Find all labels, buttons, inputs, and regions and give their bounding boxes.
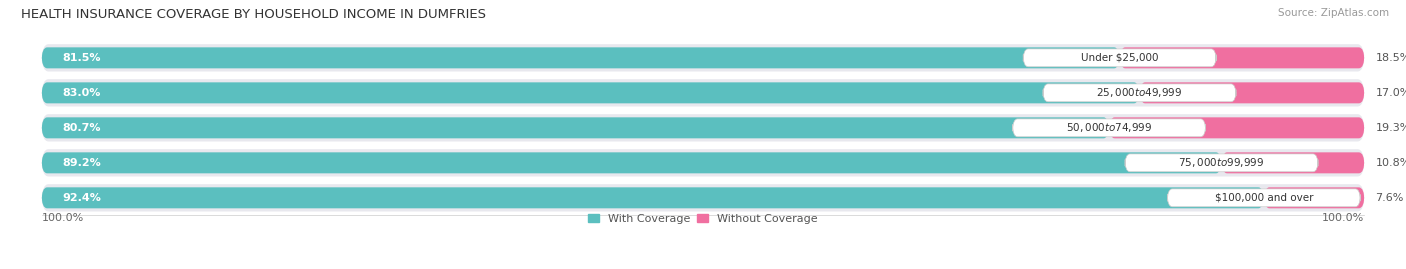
Text: 80.7%: 80.7%	[62, 123, 101, 133]
Text: 81.5%: 81.5%	[62, 53, 101, 63]
FancyBboxPatch shape	[42, 117, 1109, 138]
Text: 83.0%: 83.0%	[62, 88, 101, 98]
FancyBboxPatch shape	[42, 114, 1364, 141]
Text: $75,000 to $99,999: $75,000 to $99,999	[1178, 156, 1264, 169]
FancyBboxPatch shape	[42, 82, 1139, 103]
FancyBboxPatch shape	[1264, 187, 1364, 208]
FancyBboxPatch shape	[1125, 154, 1317, 172]
Text: 92.4%: 92.4%	[62, 193, 101, 203]
FancyBboxPatch shape	[1139, 82, 1364, 103]
Text: 17.0%: 17.0%	[1375, 88, 1406, 98]
FancyBboxPatch shape	[1024, 49, 1216, 67]
Text: Source: ZipAtlas.com: Source: ZipAtlas.com	[1278, 8, 1389, 18]
Text: $50,000 to $74,999: $50,000 to $74,999	[1066, 121, 1153, 134]
FancyBboxPatch shape	[1167, 189, 1360, 207]
FancyBboxPatch shape	[1119, 47, 1364, 68]
FancyBboxPatch shape	[42, 149, 1364, 176]
FancyBboxPatch shape	[42, 44, 1364, 72]
Text: HEALTH INSURANCE COVERAGE BY HOUSEHOLD INCOME IN DUMFRIES: HEALTH INSURANCE COVERAGE BY HOUSEHOLD I…	[21, 8, 486, 21]
FancyBboxPatch shape	[42, 79, 1364, 107]
FancyBboxPatch shape	[42, 47, 1119, 68]
Text: Under $25,000: Under $25,000	[1081, 53, 1159, 63]
Text: 19.3%: 19.3%	[1375, 123, 1406, 133]
Text: 10.8%: 10.8%	[1375, 158, 1406, 168]
Text: 7.6%: 7.6%	[1375, 193, 1403, 203]
Text: 100.0%: 100.0%	[42, 213, 84, 223]
FancyBboxPatch shape	[1222, 152, 1364, 173]
Text: 100.0%: 100.0%	[1322, 213, 1364, 223]
FancyBboxPatch shape	[1012, 119, 1205, 137]
Text: $25,000 to $49,999: $25,000 to $49,999	[1097, 86, 1182, 99]
Text: $100,000 and over: $100,000 and over	[1215, 193, 1313, 203]
FancyBboxPatch shape	[1109, 117, 1364, 138]
FancyBboxPatch shape	[42, 187, 1264, 208]
Text: 18.5%: 18.5%	[1375, 53, 1406, 63]
FancyBboxPatch shape	[42, 152, 1222, 173]
Legend: With Coverage, Without Coverage: With Coverage, Without Coverage	[588, 214, 818, 224]
Text: 89.2%: 89.2%	[62, 158, 101, 168]
FancyBboxPatch shape	[1043, 84, 1236, 102]
FancyBboxPatch shape	[42, 184, 1364, 211]
